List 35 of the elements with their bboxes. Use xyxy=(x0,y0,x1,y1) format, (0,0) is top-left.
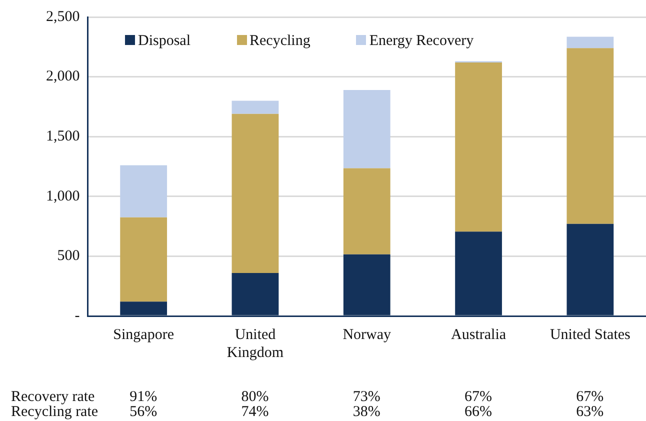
y-tick-label: 2,000 xyxy=(46,68,80,85)
text: 38% xyxy=(352,404,380,420)
bar xyxy=(120,165,168,218)
text: 63% xyxy=(576,404,604,420)
y-tick-label: 500 xyxy=(57,248,80,264)
text: Recycling rate xyxy=(11,404,98,420)
x-tick-label: United Kingdom xyxy=(226,326,284,361)
bar xyxy=(343,168,390,254)
text: 91% xyxy=(130,389,158,405)
bar xyxy=(566,36,614,48)
x-tick-label: United States xyxy=(550,326,631,343)
x-tick-label: Australia xyxy=(451,326,506,343)
text: 56% xyxy=(130,404,158,420)
bar xyxy=(566,48,614,224)
bar xyxy=(232,114,279,273)
y-tick-label: 1,000 xyxy=(46,188,80,204)
x-tick-label: Norway xyxy=(342,326,392,343)
legend-label: Recycling xyxy=(248,33,310,50)
text: 80% xyxy=(241,389,269,405)
text: 73% xyxy=(352,389,380,405)
y-tick-label: 1,500 xyxy=(46,128,80,145)
bar xyxy=(343,90,390,168)
bar xyxy=(232,100,279,114)
y-tick-label: - xyxy=(74,308,80,324)
y-tick-label: 2,500 xyxy=(46,8,80,25)
legend-label: Energy Recovery xyxy=(368,33,474,50)
x-tick-label: Singapore xyxy=(113,326,174,343)
legend-label: Disposal xyxy=(137,33,190,50)
text: 74% xyxy=(241,404,269,420)
text: Recovery rate xyxy=(11,389,95,405)
text: 67% xyxy=(464,389,492,405)
text: 66% xyxy=(464,404,492,420)
bar xyxy=(455,62,502,232)
text: 67% xyxy=(576,389,604,405)
bar xyxy=(120,217,168,302)
